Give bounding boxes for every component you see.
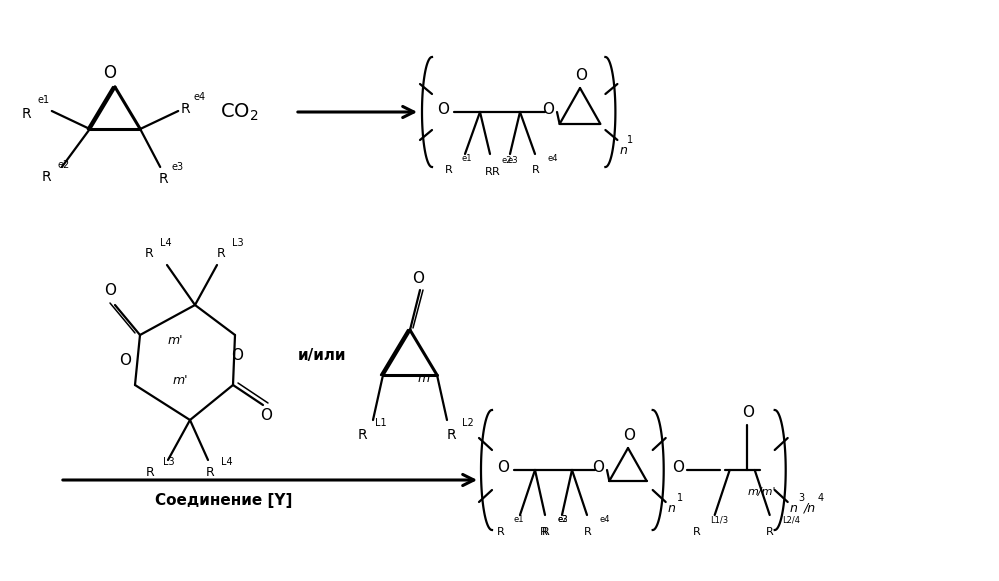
Text: R: R bbox=[146, 465, 155, 479]
Text: m: m bbox=[418, 371, 431, 385]
Text: L2: L2 bbox=[462, 418, 474, 428]
Text: e1: e1 bbox=[462, 153, 473, 163]
Text: O: O bbox=[671, 460, 683, 475]
Text: R: R bbox=[692, 527, 700, 537]
Text: n: n bbox=[667, 501, 675, 515]
Text: R: R bbox=[532, 165, 539, 175]
Text: e3: e3 bbox=[558, 515, 568, 525]
Text: O: O bbox=[119, 353, 131, 368]
Text: 4: 4 bbox=[818, 493, 824, 503]
Text: L4: L4 bbox=[160, 238, 172, 248]
Text: R: R bbox=[180, 102, 190, 116]
Text: O: O bbox=[437, 102, 449, 117]
Text: 3: 3 bbox=[798, 493, 805, 503]
Text: 1: 1 bbox=[627, 135, 633, 145]
Text: O: O bbox=[231, 347, 243, 363]
Text: R: R bbox=[542, 527, 549, 537]
Text: CO$_2$: CO$_2$ bbox=[220, 101, 259, 123]
Text: O: O bbox=[412, 271, 424, 285]
Text: m/m': m/m' bbox=[747, 487, 776, 497]
Text: R: R bbox=[358, 428, 368, 442]
Text: R: R bbox=[540, 527, 547, 537]
Text: L3: L3 bbox=[232, 238, 244, 248]
Text: R: R bbox=[145, 246, 154, 260]
Text: R: R bbox=[765, 527, 773, 537]
Text: и/или: и/или bbox=[298, 347, 347, 363]
Text: L2/4: L2/4 bbox=[781, 515, 800, 525]
Text: e1: e1 bbox=[38, 95, 50, 105]
Text: e2: e2 bbox=[557, 515, 567, 525]
Text: R: R bbox=[447, 428, 457, 442]
Text: O: O bbox=[260, 407, 272, 422]
Text: e3: e3 bbox=[171, 162, 184, 172]
Text: R: R bbox=[584, 527, 591, 537]
Text: O: O bbox=[623, 428, 635, 443]
Text: Соединение [Y]: Соединение [Y] bbox=[155, 493, 293, 507]
Text: L4: L4 bbox=[221, 457, 233, 467]
Text: R: R bbox=[22, 107, 31, 121]
Text: O: O bbox=[497, 460, 509, 475]
Text: /n: /n bbox=[804, 501, 816, 515]
Text: R: R bbox=[445, 165, 453, 175]
Text: O: O bbox=[592, 460, 604, 475]
Text: O: O bbox=[104, 64, 117, 82]
Text: m': m' bbox=[167, 333, 183, 346]
Text: e2: e2 bbox=[58, 160, 70, 170]
Text: R: R bbox=[485, 167, 493, 177]
Text: R: R bbox=[217, 246, 226, 260]
Text: 1: 1 bbox=[676, 493, 683, 503]
Text: e1: e1 bbox=[513, 515, 523, 525]
Text: L3: L3 bbox=[163, 457, 175, 467]
Text: L1: L1 bbox=[375, 418, 387, 428]
Text: e2: e2 bbox=[502, 156, 512, 164]
Text: O: O bbox=[742, 404, 754, 419]
Text: e3: e3 bbox=[508, 156, 518, 164]
Text: R: R bbox=[42, 170, 51, 184]
Text: e4: e4 bbox=[193, 92, 206, 102]
Text: R: R bbox=[158, 172, 168, 186]
Text: R: R bbox=[206, 465, 215, 479]
Text: O: O bbox=[104, 282, 116, 297]
Text: e4: e4 bbox=[548, 153, 558, 163]
Text: R: R bbox=[497, 527, 504, 537]
Text: m': m' bbox=[172, 374, 188, 386]
Text: n: n bbox=[789, 501, 797, 515]
Text: O: O bbox=[575, 67, 587, 83]
Text: e4: e4 bbox=[600, 515, 610, 525]
Text: R: R bbox=[492, 167, 500, 177]
Text: O: O bbox=[542, 102, 554, 117]
Text: L1/3: L1/3 bbox=[709, 515, 728, 525]
Text: n: n bbox=[619, 144, 627, 156]
